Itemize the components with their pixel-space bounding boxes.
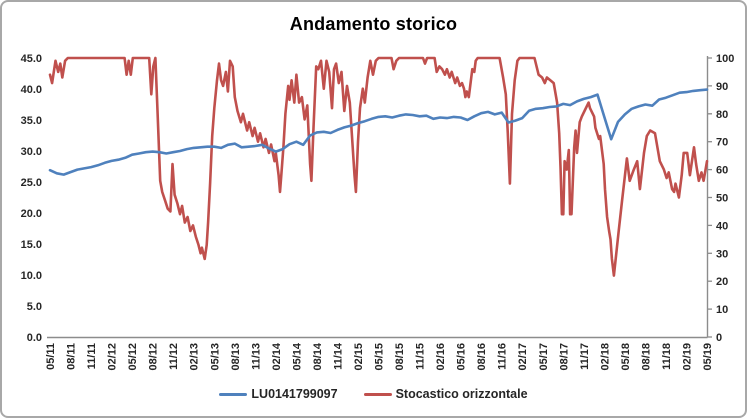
svg-text:08/18: 08/18: [640, 343, 652, 371]
svg-text:08/17: 08/17: [558, 343, 570, 371]
svg-text:5.0: 5.0: [27, 301, 42, 313]
svg-text:08/15: 08/15: [394, 343, 406, 371]
svg-text:08/16: 08/16: [476, 343, 488, 371]
svg-text:05/16: 05/16: [456, 343, 468, 371]
x-axis-labels: 05/11 08/11 11/11 02/12 05/12 08/12 11/12 02/13…: [45, 342, 714, 370]
svg-text:40: 40: [716, 220, 728, 232]
svg-text:08/11: 08/11: [66, 343, 78, 370]
svg-text:05/15: 05/15: [374, 343, 386, 371]
svg-text:02/16: 02/16: [435, 343, 447, 371]
svg-text:0: 0: [716, 332, 722, 344]
svg-text:11/15: 11/15: [415, 343, 427, 370]
legend-label-stochastic: Stocastico orizzontale: [395, 387, 528, 401]
legend-line-sample-blue: [219, 392, 248, 396]
svg-text:50: 50: [716, 193, 728, 205]
series-line-lu0141799097: [48, 88, 709, 176]
svg-text:11/12: 11/12: [168, 343, 180, 370]
legend-line-sample-red: [363, 392, 392, 396]
svg-text:20.0: 20.0: [21, 208, 42, 220]
svg-text:08/14: 08/14: [312, 342, 324, 370]
svg-text:45.0: 45.0: [21, 53, 42, 65]
svg-text:30: 30: [716, 248, 728, 260]
legend-item-stochastic: Stocastico orizzontale: [363, 387, 528, 401]
svg-text:11/13: 11/13: [250, 343, 262, 370]
svg-text:05/14: 05/14: [291, 342, 303, 370]
svg-text:80: 80: [716, 109, 728, 121]
legend-label-fund: LU0141799097: [251, 387, 338, 401]
svg-text:15.0: 15.0: [21, 239, 42, 251]
svg-text:25.0: 25.0: [21, 177, 42, 189]
svg-text:10: 10: [716, 304, 728, 316]
svg-text:02/19: 02/19: [681, 343, 693, 371]
svg-text:05/17: 05/17: [538, 343, 550, 371]
svg-text:20: 20: [716, 276, 728, 288]
svg-text:02/14: 02/14: [271, 342, 283, 370]
svg-text:35.0: 35.0: [21, 115, 42, 127]
svg-text:11/18: 11/18: [661, 343, 673, 370]
svg-text:30.0: 30.0: [21, 146, 42, 158]
svg-text:11/16: 11/16: [497, 343, 509, 370]
svg-text:90: 90: [716, 81, 728, 93]
svg-text:05/11: 05/11: [45, 343, 57, 370]
svg-text:05/19: 05/19: [702, 343, 714, 371]
svg-text:11/17: 11/17: [579, 343, 591, 370]
svg-text:02/17: 02/17: [517, 343, 529, 371]
legend-item-fund: LU0141799097: [219, 387, 338, 401]
svg-text:05/12: 05/12: [127, 343, 139, 371]
series-line-stocastico: [48, 56, 709, 277]
svg-text:02/15: 02/15: [353, 343, 365, 371]
right-axis-labels: 0 10 20 30 40 50 60 70 80 90 100: [707, 53, 734, 344]
legend: LU0141799097 Stocastico orizzontale: [2, 387, 745, 401]
svg-text:10.0: 10.0: [21, 270, 42, 282]
svg-text:11/11: 11/11: [86, 343, 98, 369]
svg-text:08/12: 08/12: [148, 343, 160, 371]
svg-text:40.0: 40.0: [21, 84, 42, 96]
svg-text:02/13: 02/13: [189, 343, 201, 371]
svg-text:100: 100: [716, 53, 734, 65]
svg-text:60: 60: [716, 165, 728, 177]
svg-text:11/14: 11/14: [332, 342, 344, 370]
axes: [47, 56, 709, 339]
svg-text:08/13: 08/13: [230, 343, 242, 371]
svg-text:0.0: 0.0: [27, 332, 42, 344]
svg-text:05/18: 05/18: [620, 343, 632, 371]
svg-text:02/18: 02/18: [599, 343, 611, 371]
left-axis-labels: 0.0 5.0 10.0 15.0 20.0 25.0 30.0 35.0 40.0 45.0: [21, 53, 42, 344]
svg-text:02/12: 02/12: [107, 343, 119, 371]
chart-title: Andamento storico: [289, 14, 458, 34]
svg-text:05/13: 05/13: [209, 343, 221, 371]
svg-text:70: 70: [716, 137, 728, 149]
